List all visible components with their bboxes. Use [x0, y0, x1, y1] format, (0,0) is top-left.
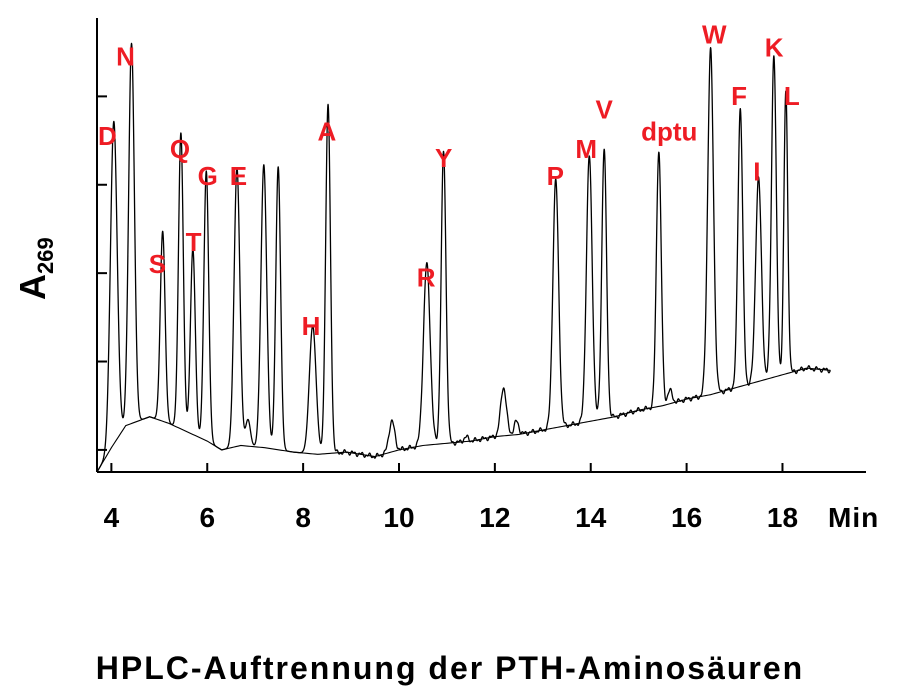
peak-label-M: M — [575, 134, 597, 164]
peak-label-W: W — [702, 19, 727, 49]
x-tick-label-10: 10 — [383, 502, 414, 533]
peak-label-dptu: dptu — [641, 117, 697, 147]
x-tick-label-6: 6 — [199, 502, 215, 533]
peak-label-D: D — [98, 121, 117, 151]
chart-title: HPLC-Auftrennung der PTH-Aminosäuren — [95, 650, 805, 686]
peak-label-R: R — [417, 262, 436, 292]
x-axis-unit-label: Min — [828, 502, 879, 533]
peak-label-S: S — [149, 249, 166, 279]
axes — [96, 18, 866, 473]
y-axis-label: A269 — [12, 237, 58, 300]
chromatogram-trace — [96, 42, 831, 473]
peak-label-K: K — [765, 33, 784, 63]
x-tick-label-12: 12 — [479, 502, 510, 533]
x-tick-label-18: 18 — [767, 502, 798, 533]
chromatogram-line — [96, 42, 831, 473]
y-axis-label-subscript: 269 — [33, 237, 58, 274]
peak-label-L: L — [784, 81, 800, 111]
peak-label-V: V — [596, 94, 614, 124]
x-tick-label-16: 16 — [671, 502, 702, 533]
x-tick-labels: 4 6 8 10 12 14 16 18 — [104, 502, 798, 533]
peak-label-E: E — [230, 161, 247, 191]
peak-label-N: N — [116, 41, 135, 71]
peak-label-Q: Q — [170, 134, 190, 164]
peak-label-G: G — [198, 161, 218, 191]
peak-label-F: F — [731, 81, 747, 111]
x-tick-label-14: 14 — [575, 502, 607, 533]
peak-label-H: H — [302, 311, 321, 341]
peak-label-P: P — [547, 161, 564, 191]
peak-label-T: T — [186, 227, 202, 257]
y-axis-label-main: A — [12, 274, 53, 300]
peak-label-I: I — [753, 156, 760, 186]
baseline-line — [96, 367, 831, 473]
x-tick-label-4: 4 — [104, 502, 120, 533]
peak-label-Y: Y — [435, 143, 452, 173]
peak-label-A: A — [318, 117, 337, 147]
x-tick-label-8: 8 — [295, 502, 311, 533]
